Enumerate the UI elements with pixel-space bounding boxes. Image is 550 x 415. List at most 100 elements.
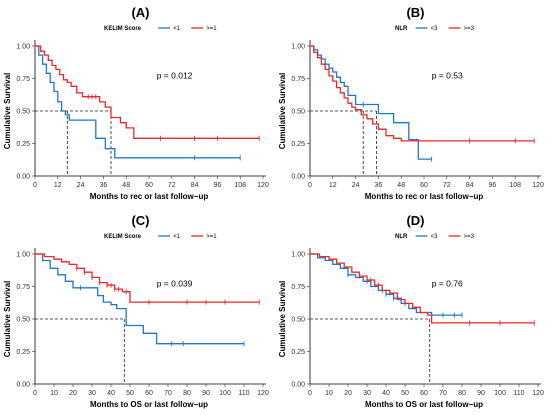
x-tick-label: 12	[54, 182, 62, 189]
y-tick-label: 0.50	[291, 109, 305, 116]
y-tick-label: 0.75	[16, 76, 30, 83]
survival-curve-high	[35, 45, 260, 139]
x-tick-label: 60	[145, 182, 153, 189]
x-tick-label: 120	[257, 390, 269, 397]
y-tick-label: 0.25	[16, 141, 30, 148]
chart-panel-a: (A) KELIM Score <1 >=1 0.00 0.25 0.50 0.75 1.00 0…	[0, 0, 275, 207]
x-tick-label: 30	[363, 390, 371, 397]
x-tick-label: 0	[308, 390, 312, 397]
p-value-label: p = 0.76	[432, 279, 463, 289]
x-tick-label: 10	[50, 390, 58, 397]
x-tick-label: 108	[234, 182, 246, 189]
x-tick-label: 20	[344, 390, 352, 397]
x-tick-label: 50	[126, 390, 134, 397]
y-axis-title: Cumulative Survival	[3, 73, 12, 149]
x-tick-label: 108	[509, 182, 521, 189]
chart-svg: (C) KELIM Score <1 >=1 0.00 0.25 0.50 0.75 1.00 0…	[3, 213, 269, 409]
x-tick-label: 10	[325, 390, 333, 397]
y-tick-label: 0.75	[16, 284, 30, 291]
x-axis-title: Months to OS or last follow−up	[90, 400, 208, 409]
survival-curve-high	[310, 45, 535, 142]
panel-label: (A)	[131, 5, 149, 20]
y-tick-label: 0.25	[291, 141, 305, 148]
x-tick-label: 36	[100, 182, 108, 189]
y-tick-label: 0.00	[291, 174, 305, 181]
x-tick-label: 60	[420, 182, 428, 189]
y-tick-label: 0.25	[16, 349, 30, 356]
survival-curve-low	[310, 45, 432, 160]
x-tick-label: 110	[513, 390, 524, 397]
x-tick-label: 30	[88, 390, 96, 397]
x-tick-label: 120	[532, 390, 544, 397]
y-tick-label: 0.50	[291, 317, 305, 324]
x-tick-label: 100	[494, 390, 506, 397]
x-tick-label: 60	[145, 390, 153, 397]
panel-label: (D)	[406, 213, 424, 228]
legend-label: <3	[431, 234, 439, 240]
y-tick-label: 0.50	[16, 317, 30, 324]
chart-svg: (D) NLR <3 >=3 0.00 0.25 0.50 0.75 1.00 0 10 20 30 40…	[278, 213, 544, 409]
y-tick-label: 0.00	[16, 174, 30, 181]
x-tick-label: 0	[33, 182, 37, 189]
y-tick-label: 0.75	[291, 284, 305, 291]
x-tick-label: 24	[77, 182, 85, 189]
x-tick-label: 40	[107, 390, 115, 397]
x-tick-label: 60	[420, 390, 428, 397]
x-tick-label: 0	[33, 390, 37, 397]
chart-svg: (B) NLR <3 >=3 0.00 0.25 0.50 0.75 1.00 0 12 24 36 48…	[278, 5, 544, 201]
x-tick-label: 70	[164, 390, 172, 397]
legend-label: <1	[173, 234, 181, 240]
x-tick-label: 110	[238, 390, 249, 397]
x-tick-label: 80	[458, 390, 466, 397]
x-tick-label: 96	[214, 182, 222, 189]
y-tick-label: 0.25	[291, 349, 305, 356]
y-tick-label: 0.00	[16, 382, 30, 389]
x-tick-label: 20	[69, 390, 77, 397]
legend-title: NLR	[395, 234, 408, 240]
x-tick-label: 40	[382, 390, 390, 397]
x-tick-label: 36	[375, 182, 383, 189]
y-axis-title: Cumulative Survival	[3, 281, 12, 357]
x-tick-label: 12	[329, 182, 337, 189]
x-tick-label: 50	[401, 390, 409, 397]
survival-curve-low	[35, 45, 241, 159]
x-axis-title: Months to OS or last follow−up	[365, 400, 483, 409]
legend-label: <1	[173, 26, 181, 32]
p-value-label: p = 0.012	[157, 71, 193, 81]
legend-label: >=3	[464, 26, 475, 32]
legend-title: KELIM Score	[104, 26, 142, 32]
y-tick-label: 1.00	[16, 44, 30, 51]
x-tick-label: 48	[122, 182, 130, 189]
y-axis-title: Cumulative Survival	[278, 73, 287, 149]
y-tick-label: 1.00	[16, 252, 30, 259]
legend: NLR <3 >=3	[395, 26, 475, 32]
x-tick-label: 100	[219, 390, 231, 397]
x-tick-label: 90	[477, 390, 485, 397]
panel-label: (B)	[406, 5, 424, 20]
x-tick-label: 72	[168, 182, 176, 189]
x-tick-label: 24	[352, 182, 360, 189]
x-tick-label: 120	[532, 182, 544, 189]
legend-label: >=3	[464, 234, 475, 240]
legend: KELIM Score <1 >=1	[104, 26, 217, 32]
x-tick-label: 80	[183, 390, 191, 397]
legend-label: >=1	[206, 234, 217, 240]
y-axis-title: Cumulative Survival	[278, 281, 287, 357]
chart-panel-b: (B) NLR <3 >=3 0.00 0.25 0.50 0.75 1.00 0 12 24 36 48…	[275, 0, 550, 207]
chart-panel-d: (D) NLR <3 >=3 0.00 0.25 0.50 0.75 1.00 0 10 20 30 40…	[275, 208, 550, 415]
x-axis-title: Months to rec or last follow−up	[365, 192, 484, 201]
legend-label: >=1	[206, 26, 217, 32]
legend-title: NLR	[395, 26, 408, 32]
x-tick-label: 72	[443, 182, 451, 189]
x-tick-label: 96	[489, 182, 497, 189]
chart-panel-c: (C) KELIM Score <1 >=1 0.00 0.25 0.50 0.75 1.00 0…	[0, 208, 275, 415]
x-tick-label: 90	[202, 390, 210, 397]
y-tick-label: 0.75	[291, 76, 305, 83]
y-tick-label: 1.00	[291, 44, 305, 51]
legend-title: KELIM Score	[104, 234, 142, 240]
x-tick-label: 0	[308, 182, 312, 189]
y-tick-label: 0.00	[291, 382, 305, 389]
x-tick-label: 84	[191, 182, 199, 189]
y-tick-label: 0.50	[16, 109, 30, 116]
